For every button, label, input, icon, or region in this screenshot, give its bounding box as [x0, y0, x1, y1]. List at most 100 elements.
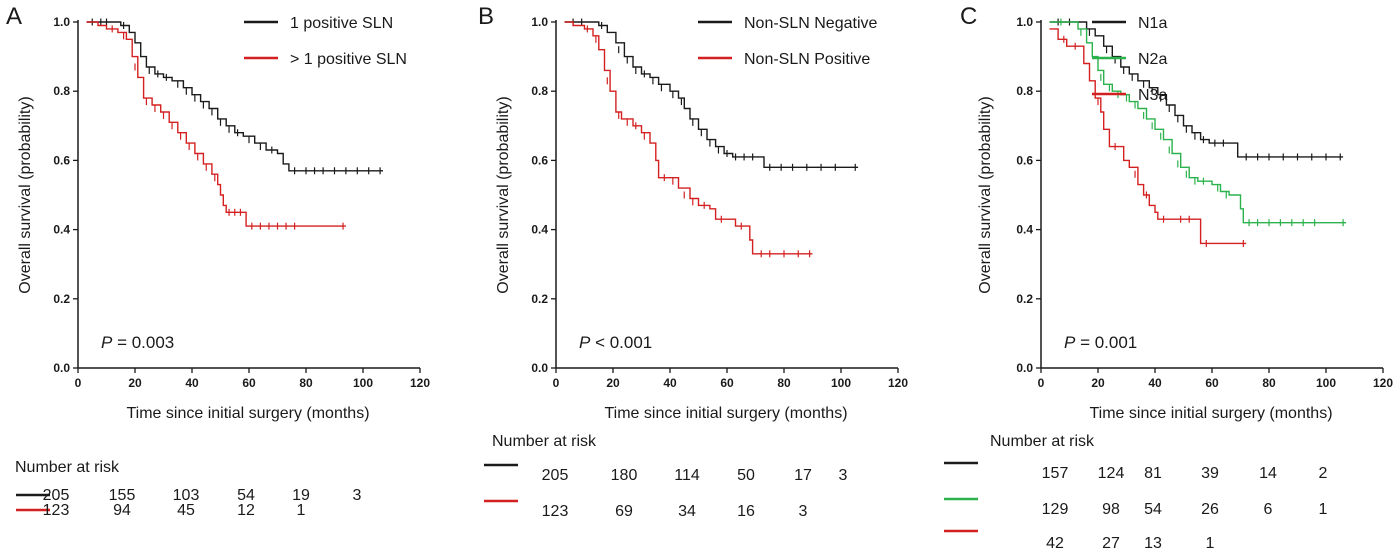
risk-count: 1	[1319, 501, 1328, 518]
p-value: P = 0.003	[101, 333, 174, 352]
risk-count: 39	[1201, 465, 1219, 482]
legend-label: Non-SLN Positive	[744, 51, 870, 68]
risk-count: 50	[737, 467, 755, 484]
km-curve-2	[1049, 21, 1346, 224]
risk-count: 27	[1102, 535, 1120, 550]
risk-count: 13	[1144, 535, 1162, 550]
x-tick-label: 80	[299, 376, 313, 390]
y-axis-title: Overall survival (probability)	[977, 96, 994, 293]
x-axis-title: Time since initial surgery (months)	[1089, 405, 1332, 422]
p-value-symbol: P	[101, 333, 113, 352]
risk-count: 17	[794, 467, 812, 484]
x-axis-title: Time since initial surgery (months)	[604, 405, 847, 422]
risk-count: 3	[799, 503, 808, 520]
x-tick-label: 0	[75, 376, 82, 390]
km-curve-2	[86, 21, 346, 227]
risk-count: 19	[292, 487, 310, 504]
risk-table-title: Number at risk	[990, 433, 1095, 450]
risk-count: 157	[1042, 465, 1069, 482]
y-axis-title: Overall survival (probability)	[17, 96, 34, 293]
risk-table-title: Number at risk	[492, 433, 597, 450]
risk-count: 3	[839, 467, 848, 484]
risk-count: 180	[611, 467, 638, 484]
y-tick-label: 0.2	[1016, 292, 1033, 306]
x-tick-label: 100	[1316, 376, 1336, 390]
x-tick-label: 100	[353, 376, 373, 390]
y-tick-label: 0.8	[1016, 84, 1033, 98]
x-tick-label: 20	[606, 376, 620, 390]
legend-label: > 1 positive SLN	[290, 51, 407, 68]
x-tick-label: 120	[888, 376, 908, 390]
x-tick-label: 60	[720, 376, 734, 390]
chart-panel-c: C 0.0 0.2 0.4 0.6 0.8 1.0 0 20 40 60 80 100 120 Overal…	[944, 3, 1393, 550]
km-curve-1	[564, 21, 859, 168]
legend-label: N2a	[1138, 51, 1167, 68]
risk-count: 123	[542, 503, 569, 520]
risk-count: 103	[173, 487, 200, 504]
y-tick-label: 0.0	[53, 361, 70, 375]
y-tick-label: 1.0	[53, 15, 70, 29]
risk-count: 114	[674, 467, 700, 484]
y-axis-title: Overall survival (probability)	[495, 96, 512, 293]
x-tick-label: 80	[1262, 376, 1276, 390]
y-tick-label: 0.4	[1016, 223, 1033, 237]
legend-label: N1a	[1138, 15, 1167, 32]
risk-count: 12	[237, 502, 255, 519]
p-value-symbol: P	[579, 333, 591, 352]
x-tick-label: 60	[242, 376, 256, 390]
y-tick-label: 0.6	[531, 153, 548, 167]
risk-count: 14	[1259, 465, 1277, 482]
risk-count: 1	[297, 502, 306, 519]
y-tick-label: 1.0	[531, 15, 548, 29]
p-value: P = 0.001	[1064, 333, 1137, 352]
x-tick-label: 0	[1038, 376, 1045, 390]
x-tick-label: 120	[410, 376, 430, 390]
y-tick-label: 0.2	[531, 292, 548, 306]
x-tick-label: 100	[831, 376, 851, 390]
legend-label: 1 positive SLN	[290, 15, 393, 32]
chart-panel-a: A 0.0 0.2 0.4 0.6 0.8 1.0 0 20 40 60 80 100 120 Overal…	[6, 3, 430, 519]
p-value: P < 0.001	[579, 333, 652, 352]
y-tick-label: 0.4	[53, 223, 70, 237]
risk-count: 124	[1098, 465, 1125, 482]
risk-count: 1	[1206, 535, 1215, 550]
x-axis-title: Time since initial surgery (months)	[126, 405, 369, 422]
panel-label: A	[6, 3, 22, 30]
y-tick-label: 1.0	[1016, 15, 1033, 29]
y-tick-label: 0.4	[531, 223, 548, 237]
x-tick-label: 0	[553, 376, 560, 390]
y-tick-label: 0.8	[53, 84, 70, 98]
risk-count: 155	[109, 487, 136, 504]
x-tick-label: 20	[128, 376, 142, 390]
p-value-text: = 0.001	[1075, 333, 1137, 352]
risk-count: 123	[43, 502, 70, 519]
x-tick-label: 60	[1205, 376, 1219, 390]
x-tick-label: 120	[1373, 376, 1393, 390]
risk-count: 205	[542, 467, 569, 484]
panel-label: B	[478, 3, 494, 30]
risk-count: 54	[237, 487, 255, 504]
y-tick-label: 0.6	[53, 153, 70, 167]
panel-label: C	[960, 3, 977, 30]
y-tick-label: 0.6	[1016, 153, 1033, 167]
risk-count: 6	[1264, 501, 1273, 518]
p-value-text: = 0.003	[112, 333, 174, 352]
risk-count: 42	[1046, 535, 1064, 550]
chart-panel-b: B 0.0 0.2 0.4 0.6 0.8 1.0 0 20 40 60 80 100 120 Overal…	[478, 3, 908, 520]
risk-count: 129	[1042, 501, 1069, 518]
risk-count: 16	[737, 503, 755, 520]
risk-count: 94	[113, 502, 131, 519]
legend-label: Non-SLN Negative	[744, 15, 878, 32]
km-curve-1	[1049, 21, 1344, 158]
p-value-text: < 0.001	[590, 333, 652, 352]
risk-count: 26	[1201, 501, 1219, 518]
risk-count: 81	[1144, 465, 1162, 482]
risk-count: 205	[43, 487, 70, 504]
y-tick-label: 0.0	[1016, 361, 1033, 375]
risk-count: 98	[1102, 501, 1120, 518]
risk-count: 54	[1144, 501, 1162, 518]
x-tick-label: 40	[663, 376, 677, 390]
y-tick-label: 0.0	[531, 361, 548, 375]
km-curve-1	[86, 21, 383, 172]
